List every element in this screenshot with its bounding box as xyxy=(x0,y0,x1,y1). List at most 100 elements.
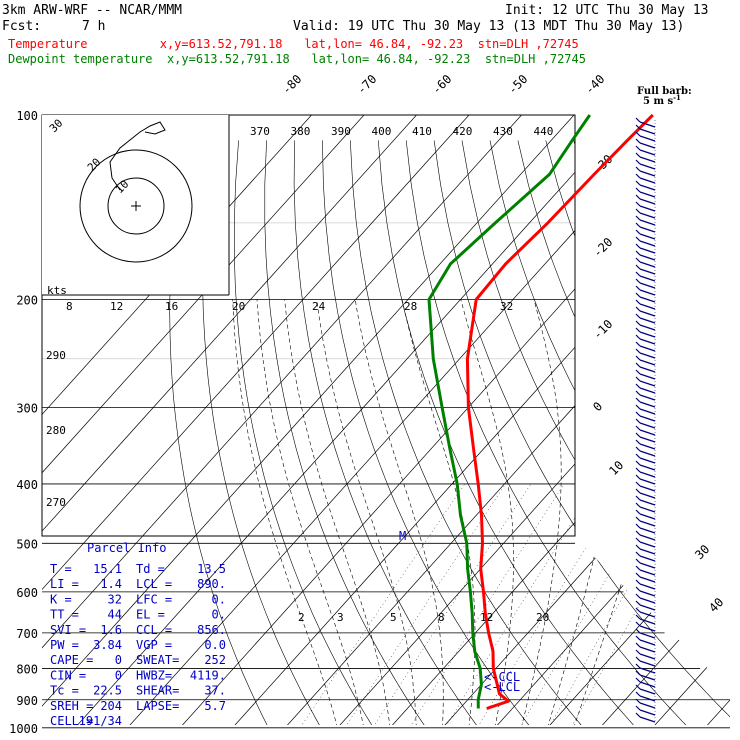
wind-barb-staff xyxy=(639,156,656,163)
wind-barb-flag xyxy=(635,334,641,340)
isotherm-line xyxy=(483,115,730,725)
wind-barb-staff xyxy=(639,667,656,674)
wind-barb-staff xyxy=(639,254,656,261)
wind-barb xyxy=(635,355,656,366)
model-title: 3km ARW-WRF -- NCAR/MMM xyxy=(2,3,183,18)
wind-barb-flag xyxy=(635,348,641,354)
wind-barb-staff xyxy=(639,604,656,611)
wind-barb xyxy=(635,264,656,275)
wind-barb xyxy=(635,327,656,338)
wind-barb xyxy=(635,712,656,723)
wind-barb-flag xyxy=(635,453,641,459)
wind-barb-staff xyxy=(639,611,656,618)
wind-barb xyxy=(635,628,656,639)
init-time: Init: 12 UTC Thu 30 May 13 xyxy=(505,3,709,18)
wind-barb-staff xyxy=(639,226,656,233)
wind-barb xyxy=(635,404,656,415)
wind-barb-staff xyxy=(639,170,656,177)
isotherm-label: -20 xyxy=(590,235,615,260)
wind-barb-flag xyxy=(635,264,641,270)
pressure-label: 800 xyxy=(16,662,38,676)
wind-barb-staff xyxy=(639,149,656,156)
wind-barb-flag xyxy=(635,208,641,214)
parcel-info-cell: 1.4 xyxy=(100,577,122,591)
wind-barb xyxy=(635,446,656,457)
wind-barb xyxy=(635,607,656,618)
wind-barb-staff xyxy=(639,331,656,338)
wind-barb-staff xyxy=(639,128,656,135)
wind-barb-staff xyxy=(639,282,656,289)
wind-barb-staff xyxy=(639,233,656,240)
isotherm-label: -10 xyxy=(590,317,615,342)
mixing-ratio-label-top: 20 xyxy=(232,300,245,313)
mixing-ratio-line xyxy=(541,483,690,725)
wind-barb xyxy=(635,677,656,688)
wind-barb-staff xyxy=(639,527,656,534)
wind-barb xyxy=(635,642,656,653)
wind-barb-flag xyxy=(635,488,641,494)
wind-barb-flag xyxy=(635,376,641,382)
isotherm-line xyxy=(693,115,730,725)
wind-barb-flag xyxy=(635,201,641,207)
wind-barb-staff xyxy=(639,352,656,359)
wind-barb xyxy=(635,334,656,345)
pressure-label: 100 xyxy=(16,109,38,123)
wind-barb xyxy=(635,138,656,149)
wind-barb-staff xyxy=(639,569,656,576)
pressure-label: 200 xyxy=(16,293,38,307)
wind-barb-flag xyxy=(635,369,641,375)
dry-adiabat xyxy=(350,140,595,725)
wind-barb-flag xyxy=(635,131,641,137)
wind-barb xyxy=(635,698,656,709)
wind-barb xyxy=(635,131,656,142)
wind-barb xyxy=(635,173,656,184)
isotherm-line xyxy=(325,115,730,725)
isotherm-line xyxy=(535,115,730,725)
dry-adiabat xyxy=(378,140,649,725)
wind-barb xyxy=(635,390,656,401)
wind-barb xyxy=(635,376,656,387)
wind-barb-flag xyxy=(635,341,641,347)
mixing-ratio-line xyxy=(563,483,710,725)
level-marks: <-CCL <-LCL M xyxy=(399,529,520,694)
isotherm-label: -80 xyxy=(279,72,304,97)
barb-legend: Full barb: 5 m s-1 xyxy=(637,86,692,107)
mixing-ratio-label-top: 16 xyxy=(165,300,178,313)
isotherm-line xyxy=(42,115,417,725)
ccl-mark: <-CCL xyxy=(484,670,520,684)
mixing-ratio-label-top: 8 xyxy=(66,300,73,313)
wind-barb-flag xyxy=(635,173,641,179)
wind-barb-flag xyxy=(635,362,641,368)
wind-barb-staff xyxy=(639,387,656,394)
wind-barb-flag xyxy=(635,320,641,326)
moist-adiabat xyxy=(573,299,695,725)
pressure-label: 500 xyxy=(16,537,38,551)
wind-barb-flag xyxy=(635,712,641,718)
wind-barb-flag xyxy=(635,502,641,508)
moist-adiabat xyxy=(521,299,562,725)
wind-barb-staff xyxy=(639,408,656,415)
wind-barb-flag xyxy=(635,523,641,529)
wind-barb-flag xyxy=(635,124,641,130)
isotherm-label: 0 xyxy=(590,399,605,414)
wind-barb-flag xyxy=(635,495,641,501)
wind-barb-flag xyxy=(635,243,641,249)
wind-barb xyxy=(635,411,656,422)
wind-barb xyxy=(635,502,656,513)
wind-barb xyxy=(635,544,656,555)
parcel-info-cell: SREH = xyxy=(50,699,93,713)
dry-adiabat xyxy=(685,140,730,725)
wind-barb xyxy=(635,656,656,667)
wind-barb xyxy=(635,369,656,380)
wind-barb-staff xyxy=(639,296,656,303)
wind-barb xyxy=(635,215,656,226)
wind-barb xyxy=(635,187,656,198)
wind-barb xyxy=(635,229,656,240)
parcel-info-cell: SWEAT= xyxy=(136,653,179,667)
wind-barb-flag xyxy=(635,649,641,655)
wind-barb xyxy=(635,684,656,695)
wind-barb-flag xyxy=(635,607,641,613)
wind-barb-flag xyxy=(635,250,641,256)
wind-barb xyxy=(635,362,656,373)
